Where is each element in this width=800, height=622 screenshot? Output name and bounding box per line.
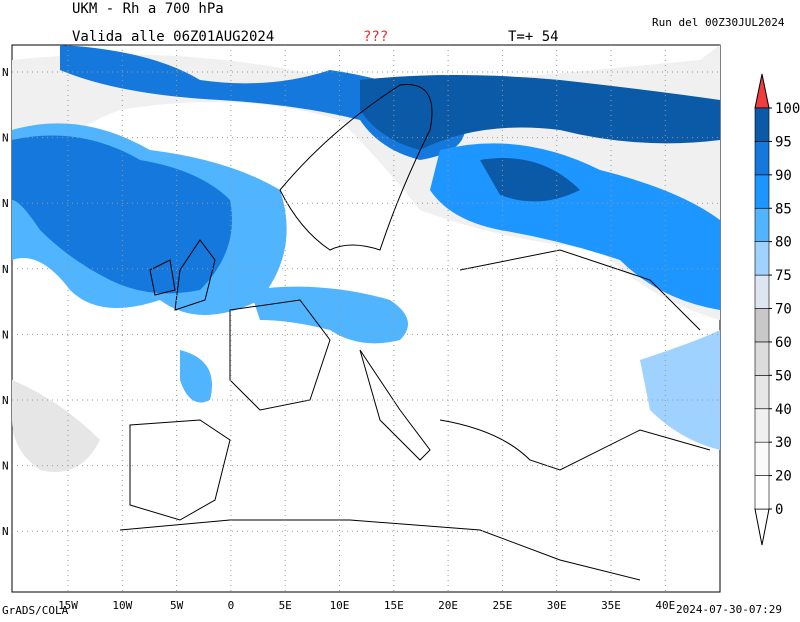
colorbar-label: 80 — [775, 235, 792, 251]
colorbar-band — [754, 207, 770, 242]
lon-label: 40E — [655, 599, 675, 612]
colorbar-label: 20 — [775, 469, 792, 485]
colorbar-label: 50 — [775, 368, 792, 384]
colorbar-band — [754, 475, 770, 510]
colorbar-band — [754, 141, 770, 176]
colorbar: 0 20 30 40 50 60 70 75 80 85 90 95 100 — [754, 73, 800, 546]
run-time: Run del 00Z30JUL2024 — [652, 16, 785, 29]
timestamp: 2024-07-30-07:29 — [676, 603, 782, 616]
lon-label: 30E — [547, 599, 567, 612]
map — [11, 44, 721, 593]
credit: GrADS/COLA — [2, 604, 69, 617]
colorbar-label: 70 — [775, 302, 792, 318]
forecast-step: T=+ 54 — [508, 29, 559, 45]
valid-time: Valida alle 06Z01AUG2024 — [72, 29, 274, 45]
flag: ??? — [363, 29, 388, 45]
colorbar-band — [754, 408, 770, 443]
colorbar-label: 60 — [775, 335, 792, 351]
lat-label: N — [2, 328, 9, 341]
colorbar-band — [754, 375, 770, 410]
lon-label: 35E — [601, 599, 621, 612]
lat-label: N — [2, 197, 9, 210]
colorbar-band — [754, 174, 770, 209]
lon-label: 15E — [384, 599, 404, 612]
colorbar-label: 40 — [775, 402, 792, 418]
colorbar-label: 95 — [775, 134, 792, 150]
lat-label: N — [2, 66, 9, 79]
colorbar-under — [754, 508, 770, 546]
lon-label: 10W — [112, 599, 132, 612]
colorbar-band — [754, 341, 770, 376]
lon-label: 20E — [438, 599, 458, 612]
colorbar-band — [754, 274, 770, 309]
coastlines — [119, 84, 711, 581]
lon-label: 10E — [330, 599, 350, 612]
colorbar-band — [754, 441, 770, 476]
colorbar-label: 90 — [775, 168, 792, 184]
lon-label: 5W — [170, 599, 184, 612]
colorbar-label: 75 — [775, 268, 792, 284]
colorbar-band — [754, 241, 770, 276]
colorbar-label: 30 — [775, 435, 792, 451]
colorbar-band — [754, 308, 770, 343]
lon-label: 5E — [279, 599, 292, 612]
lat-label: N — [2, 263, 9, 276]
colorbar-label: 0 — [775, 502, 783, 518]
lon-label: 15W — [58, 599, 78, 612]
lat-label: N — [2, 525, 9, 538]
colorbar-band — [754, 107, 770, 142]
colorbar-label: 100 — [775, 101, 800, 117]
colorbar-label: 85 — [775, 201, 792, 217]
lon-label: 25E — [492, 599, 512, 612]
lat-label: N — [2, 394, 9, 407]
lat-label: N — [2, 132, 9, 145]
lon-label: 0 — [228, 599, 235, 612]
title: UKM - Rh a 700 hPa — [72, 1, 224, 17]
colorbar-over — [754, 73, 770, 109]
lat-label: N — [2, 460, 9, 473]
